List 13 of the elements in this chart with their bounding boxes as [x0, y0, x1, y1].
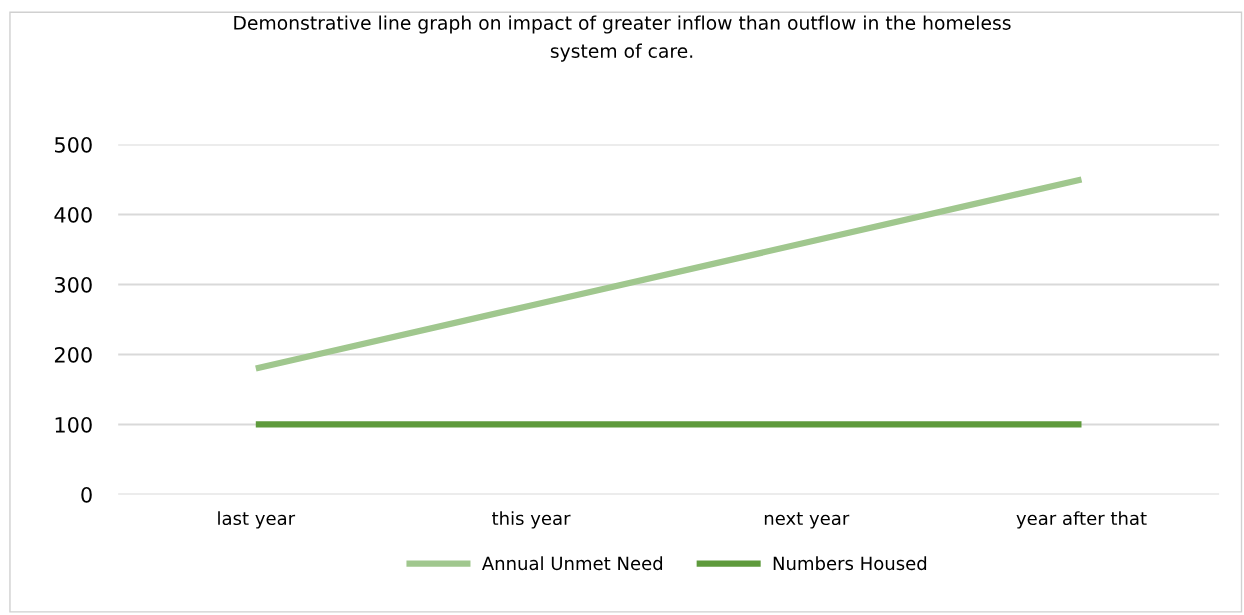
x-tick-label: next year: [764, 512, 850, 529]
x-tick-label: last year: [218, 511, 296, 529]
y-tick-label: 200: [54, 346, 92, 363]
legend-label: Numbers Housed: [773, 556, 927, 571]
y-tick-label: 300: [55, 276, 92, 293]
y-tick-label: 100: [55, 416, 92, 433]
y-tick-label: 500: [55, 136, 92, 153]
x-tick-label: year after that: [1016, 511, 1147, 529]
y-tick-label: 0: [81, 486, 92, 503]
chart-title: Demonstrative line graph on impact of greater inflow than outflow in the homeless system of care.: [234, 15, 1011, 62]
legend-label: Annual Unmet Need: [481, 556, 663, 571]
x-tick-label: this year: [492, 511, 571, 529]
y-tick-label: 400: [54, 206, 92, 223]
